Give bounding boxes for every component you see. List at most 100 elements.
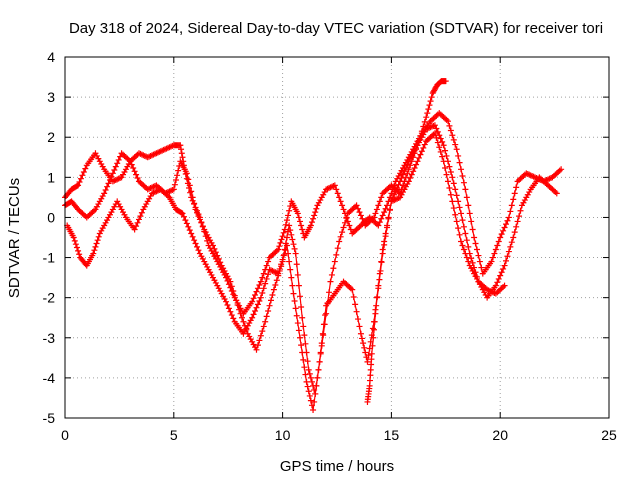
data-point (418, 128, 425, 135)
data-point (217, 259, 224, 266)
data-point (297, 334, 304, 341)
plot-frame (64, 56, 610, 419)
data-point (494, 242, 501, 249)
data-point (295, 327, 302, 334)
data-point (511, 190, 518, 197)
data-point (109, 170, 116, 177)
data-point (314, 374, 321, 381)
data-point (304, 383, 311, 390)
data-point (501, 224, 508, 231)
data-point (259, 274, 266, 281)
data-point (425, 106, 432, 113)
data-point (276, 243, 283, 250)
data-point (427, 98, 434, 105)
data-point (421, 141, 428, 148)
data-point (440, 158, 447, 165)
data-point (297, 293, 304, 300)
data-point (209, 242, 216, 249)
data-point (127, 158, 134, 165)
data-point (186, 227, 193, 234)
data-point (260, 323, 267, 330)
data-point (400, 182, 407, 189)
data-point (224, 302, 231, 309)
data-point (447, 168, 454, 175)
data-point (77, 175, 84, 182)
data-point (298, 304, 305, 311)
chart-title: Day 318 of 2024, Sidereal Day-to-day VTE… (69, 20, 603, 37)
data-point (431, 130, 438, 137)
data-point (233, 297, 240, 304)
data-point (401, 168, 408, 175)
data-point (379, 212, 386, 219)
data-point (450, 136, 457, 143)
data-point (455, 225, 462, 232)
data-point (285, 212, 292, 219)
data-point (185, 176, 192, 183)
data-point (367, 372, 374, 379)
series-group (62, 78, 565, 413)
data-point (378, 194, 385, 201)
data-point (456, 159, 463, 166)
data-point (240, 318, 247, 325)
data-point (257, 332, 264, 339)
data-point (287, 266, 294, 273)
data-point (330, 265, 337, 272)
data-point (257, 294, 264, 301)
data-point (322, 312, 329, 319)
data-point (289, 236, 296, 243)
data-point (469, 226, 476, 233)
data-point (508, 239, 515, 246)
data-point (177, 142, 184, 149)
data-point (72, 241, 79, 248)
data-point (355, 316, 362, 323)
data-point (266, 302, 273, 309)
data-point (262, 318, 269, 325)
data-point (369, 325, 376, 332)
data-point (405, 178, 412, 185)
data-point (178, 146, 185, 153)
data-point (370, 214, 377, 221)
data-point (436, 132, 443, 139)
data-point (421, 118, 428, 125)
data-point (505, 248, 512, 255)
data-point (471, 234, 478, 241)
y-tick-label: 2 (47, 129, 55, 145)
data-point (194, 243, 201, 250)
data-point (289, 282, 296, 289)
data-point (497, 272, 504, 279)
data-point (275, 246, 282, 253)
data-point (386, 194, 393, 201)
data-point (256, 337, 263, 344)
data-point (384, 224, 391, 231)
data-point (498, 269, 505, 276)
data-point (359, 215, 366, 222)
data-point (442, 78, 449, 85)
data-point (249, 314, 256, 321)
data-point (307, 374, 314, 381)
data-point (384, 202, 391, 209)
series-line (66, 132, 506, 411)
data-point (279, 233, 286, 240)
data-point (449, 174, 456, 181)
data-point (495, 275, 502, 282)
data-point (376, 219, 383, 226)
data-point (79, 172, 86, 179)
data-point (178, 150, 185, 157)
data-point (294, 210, 301, 217)
data-point (444, 118, 451, 125)
data-point (418, 148, 425, 155)
data-point (299, 314, 306, 321)
data-point (133, 223, 140, 230)
data-point (437, 148, 444, 155)
data-point (92, 243, 99, 250)
data-point (280, 229, 287, 236)
data-point (379, 250, 386, 257)
data-point (517, 207, 524, 214)
data-point (433, 134, 440, 141)
data-point (456, 231, 463, 238)
data-point (491, 250, 498, 257)
data-point (308, 219, 315, 226)
data-point (398, 175, 405, 182)
data-point (397, 178, 404, 185)
